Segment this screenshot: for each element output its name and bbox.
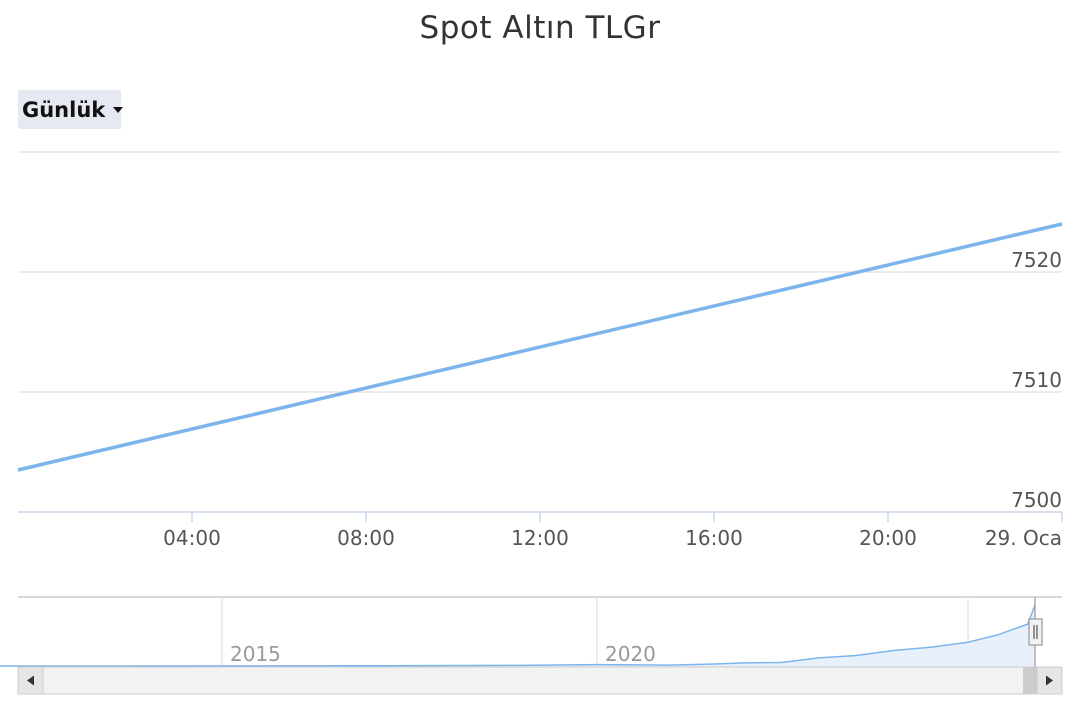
range-selector-dropdown[interactable]: Günlük [18,90,124,129]
chevron-down-icon [113,106,124,113]
x-tick-label: 04:00 [163,526,221,550]
x-tick-label: 12:00 [511,526,569,550]
scrollbar-track[interactable] [17,666,1063,695]
price-line [17,222,1063,472]
x-tick-label: 29. Oca [985,526,1062,550]
scrollbar-left-button[interactable] [17,666,44,695]
chevron-left-icon [27,675,34,686]
y-tick-label: 7520 [1011,248,1062,272]
navigator-year-label: 2020 [605,642,656,666]
scrollbar-right-button[interactable] [1036,666,1063,695]
scrollbar-thumb[interactable] [1023,667,1037,694]
y-tick-label: 7500 [1011,488,1062,512]
chevron-right-icon [1046,675,1053,686]
range-selector-label: Günlük [22,97,106,122]
x-tick-label: 16:00 [685,526,743,550]
x-tick-label: 20:00 [859,526,917,550]
y-tick-label: 7510 [1011,368,1062,392]
x-tick-label: 08:00 [337,526,395,550]
scroll-left-box[interactable] [17,666,44,695]
chart-title: Spot Altın TLGr [419,10,661,46]
navigator-handle[interactable] [1028,618,1043,646]
navigator-area [0,604,1035,667]
navigator-year-label: 2015 [230,642,281,666]
navigator-line [0,604,1036,667]
handle-box[interactable] [1028,618,1043,646]
